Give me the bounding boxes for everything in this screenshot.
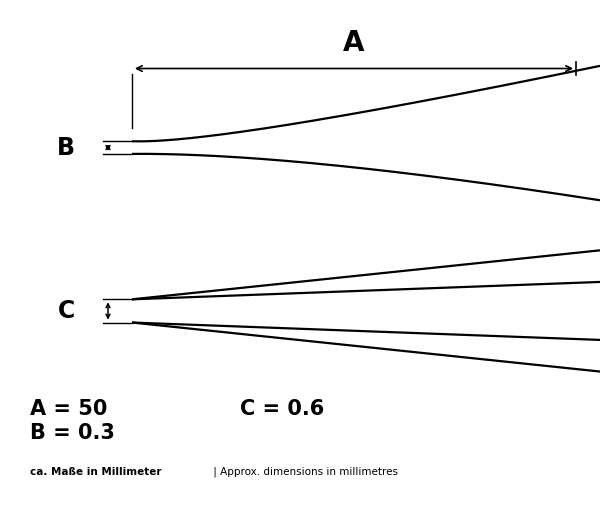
Text: C = 0.6: C = 0.6 bbox=[240, 399, 324, 419]
Text: A = 50: A = 50 bbox=[30, 399, 107, 419]
Text: B: B bbox=[57, 135, 75, 160]
Text: A: A bbox=[343, 29, 365, 57]
Text: B = 0.3: B = 0.3 bbox=[30, 423, 115, 443]
Text: ca. Maße in Millimeter: ca. Maße in Millimeter bbox=[30, 467, 161, 477]
Text: | Approx. dimensions in millimetres: | Approx. dimensions in millimetres bbox=[210, 466, 398, 477]
Text: C: C bbox=[58, 299, 75, 323]
